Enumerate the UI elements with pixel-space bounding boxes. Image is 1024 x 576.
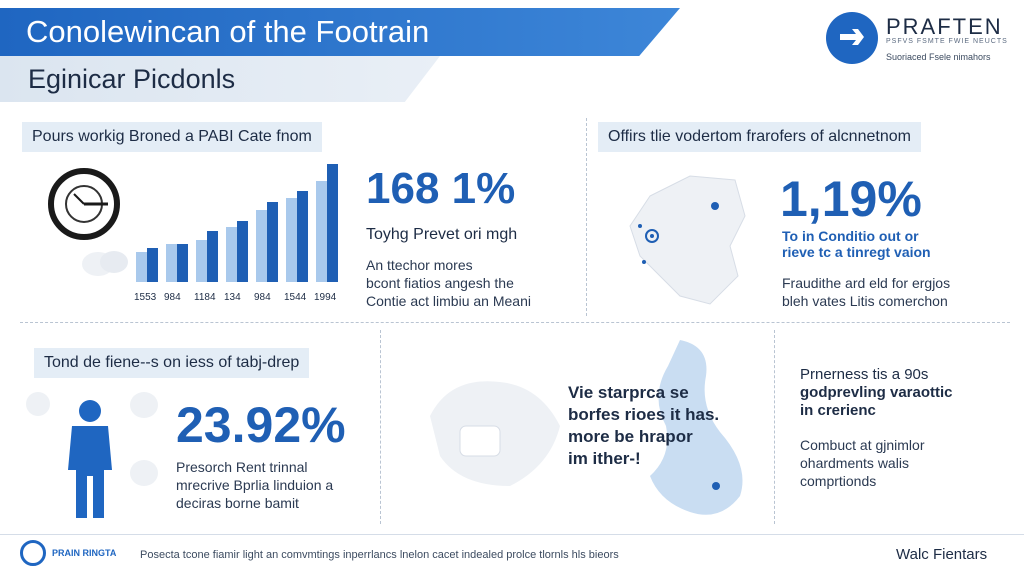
desc-bottom-right-1: Combuct at gjnimlor — [800, 437, 925, 453]
chart-tick-label: 134 — [224, 292, 241, 303]
bottom-mid-line-1: Vie starprca se — [568, 383, 689, 402]
chart-bar — [177, 244, 188, 282]
chart-tick-label: 984 — [164, 292, 181, 303]
chart-bar — [226, 227, 237, 282]
section-label-bottom-left: Tond de fiene--s on iess of tabj-drep — [34, 348, 310, 378]
footer-brand: PRAIN RINGTA — [52, 548, 117, 558]
bottom-mid-line-3: more be hrapor — [568, 427, 693, 446]
chart-bar — [147, 248, 158, 282]
bottom-mid-line-4: im ither-! — [568, 449, 641, 468]
page-subtitle: Eginicar Picdonls — [28, 64, 236, 94]
person-icon — [62, 398, 118, 520]
brand-tagline-1: PSFVS FSMTE FWIE NEUCTS — [886, 38, 1008, 45]
stat-caption-top-left: Toyhg Prevet ori mgh — [366, 226, 518, 243]
section-label-top-right: Offirs tlie vodertom frarofers of alcnne… — [598, 122, 921, 152]
vertical-divider-bottom-right — [774, 330, 775, 524]
chart-tick-label: 1553 — [134, 292, 157, 303]
bottom-right-line-3: in crerienc — [800, 402, 876, 419]
desc-top-right-2: bleh vates Litis comerchon — [782, 293, 948, 309]
chart-bar — [136, 252, 147, 282]
bar-chart — [134, 164, 344, 282]
desc-top-left-2: bcont fiatios angesh the — [366, 275, 514, 291]
subtitle-banner — [0, 56, 440, 102]
bottom-mid-line-2: borfes rioes it has. — [568, 405, 720, 424]
bottom-right-line-1: Prnerness tis a 90s — [800, 366, 929, 383]
stat-top-left: 168 1% — [366, 164, 516, 213]
footer-description: Posecta tcone fiamir light an comvmtings… — [140, 549, 619, 561]
vertical-divider-top — [586, 118, 587, 316]
desc-bottom-left-3: deciras borne bamit — [176, 495, 299, 511]
bottom-mid-text: Vie starprca se borfes rioes it has. mor… — [568, 382, 719, 470]
chart-tick-label: 1544 — [284, 292, 307, 303]
cloud-decoration-icon — [76, 242, 136, 282]
chart-bar — [256, 210, 267, 282]
chart-bar — [207, 231, 218, 282]
blue-line-top-right-2: rieve tc a tinregt vaion — [782, 244, 931, 260]
section-label-top-left: Pours workig Broned a PABI Cate fnom — [22, 122, 322, 152]
footer-logo-icon — [20, 540, 46, 566]
chart-bar — [327, 164, 338, 282]
cloud-decoration-icon — [22, 388, 54, 420]
cloud-decoration-icon — [126, 456, 162, 490]
desc-bottom-right-2: ohardments walis — [800, 455, 909, 471]
desc-top-left-3: Contie act limbiu an Meani — [366, 293, 531, 309]
chart-tick-label: 1184 — [194, 292, 216, 303]
desc-bottom-left-2: mrecrive Bprlia linduion a — [176, 477, 334, 493]
desc-top-left-1: An ttechor mores — [366, 257, 473, 273]
chart-bar — [237, 221, 248, 282]
chart-bar — [267, 202, 278, 282]
page-title: Conolewincan of the Footrain — [26, 14, 430, 49]
chart-bar — [316, 181, 327, 282]
stat-bottom-left: 23.92% — [176, 397, 346, 453]
desc-bottom-right-3: comprtionds — [800, 473, 877, 489]
desc-bottom-left-1: Presorch Rent trinnal — [176, 459, 308, 475]
blue-line-top-right-1: To in Conditio out or — [782, 228, 919, 244]
chart-bar — [196, 240, 207, 282]
footer-right-text: Walc Fientars — [896, 546, 988, 563]
bar-chart-x-axis: 1553 984 1184 134 984 1544 1994 — [134, 292, 344, 306]
vertical-divider-bottom-left — [380, 330, 381, 524]
map-icon — [620, 166, 760, 312]
brand-name: PRAFTEN — [886, 14, 1003, 39]
brand-logo-icon — [826, 12, 878, 64]
chart-tick-label: 984 — [254, 292, 271, 303]
clock-icon — [46, 166, 124, 242]
horizontal-divider — [20, 322, 1010, 323]
chart-bar — [297, 191, 308, 282]
chart-bar — [286, 198, 297, 282]
world-map-icon — [410, 336, 762, 526]
stat-top-right: 1,19% — [780, 171, 922, 227]
desc-top-right-1: Fraudithe ard eld for ergjos — [782, 275, 951, 291]
brand-tagline-2: Suoriaced Fsele nimahors — [886, 52, 991, 62]
title-banner — [0, 8, 680, 56]
footer-divider — [0, 534, 1024, 535]
bottom-right-bold: Prnerness tis a 90s godprevling varaotti… — [800, 366, 953, 420]
chart-bar — [166, 244, 177, 282]
bottom-right-line-2: godprevling varaottic — [800, 384, 953, 401]
chart-tick-label: 1994 — [314, 292, 337, 303]
cloud-decoration-icon — [126, 388, 162, 422]
